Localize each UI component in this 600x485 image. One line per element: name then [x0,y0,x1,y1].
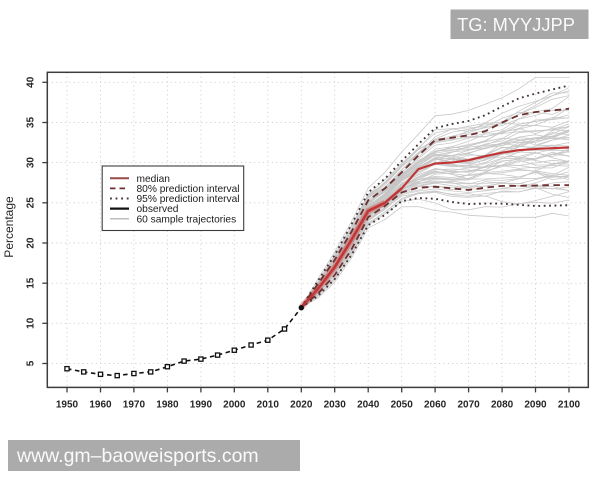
svg-text:2080: 2080 [491,400,514,411]
svg-text:2040: 2040 [357,400,380,411]
svg-text:1980: 1980 [156,400,179,411]
svg-text:95% prediction interval: 95% prediction interval [137,194,240,205]
svg-text:www.gm–baoweisports.com: www.gm–baoweisports.com [16,445,259,467]
svg-text:2050: 2050 [391,400,414,411]
svg-text:20: 20 [26,237,37,249]
svg-text:1990: 1990 [190,400,213,411]
svg-text:1970: 1970 [123,400,146,411]
svg-text:observed: observed [137,204,179,215]
svg-text:2010: 2010 [257,400,280,411]
svg-text:2030: 2030 [324,400,347,411]
svg-text:35: 35 [26,117,37,129]
svg-text:40: 40 [26,76,37,88]
svg-text:median: median [137,174,170,185]
svg-text:5: 5 [26,360,37,366]
svg-text:2020: 2020 [290,400,313,411]
svg-text:2000: 2000 [223,400,246,411]
svg-text:15: 15 [26,277,37,289]
svg-text:Percentage: Percentage [2,196,16,258]
svg-text:1960: 1960 [89,400,112,411]
svg-text:60 sample trajectories: 60 sample trajectories [137,214,237,225]
svg-text:TG: MYYJJPP: TG: MYYJJPP [457,14,575,35]
svg-text:10: 10 [26,317,37,329]
svg-text:2100: 2100 [558,400,581,411]
svg-text:30: 30 [26,157,37,169]
svg-text:2090: 2090 [524,400,547,411]
svg-text:1950: 1950 [56,400,79,411]
svg-text:2070: 2070 [457,400,480,411]
svg-text:80% prediction interval: 80% prediction interval [137,184,240,195]
svg-text:25: 25 [26,197,37,209]
svg-text:2060: 2060 [424,400,447,411]
